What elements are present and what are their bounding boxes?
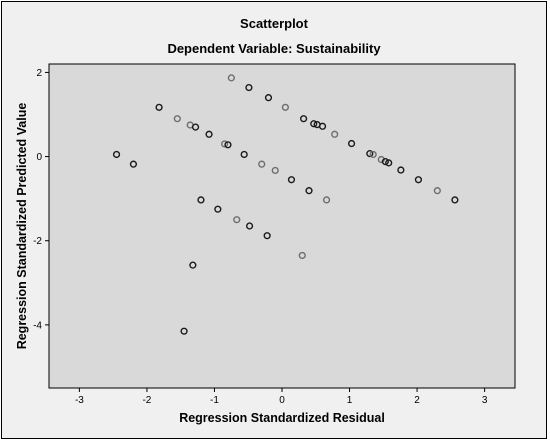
x-tick-label: 1	[347, 395, 353, 406]
y-tick-label: -2	[33, 236, 42, 247]
data-point	[155, 103, 163, 111]
data-point	[205, 130, 213, 138]
data-point	[197, 196, 205, 204]
x-tick-label: -2	[142, 395, 151, 406]
data-point	[310, 120, 318, 128]
chart-title: Scatterplot	[240, 16, 309, 31]
data-point	[322, 196, 331, 204]
data-point	[397, 166, 405, 174]
y-tick-label: 0	[36, 152, 42, 163]
data-point	[318, 122, 327, 130]
data-point	[433, 187, 441, 195]
data-point	[220, 140, 229, 148]
data-point	[300, 115, 308, 123]
data-point	[233, 216, 241, 224]
data-point	[381, 158, 389, 166]
data-point	[287, 176, 296, 184]
data-point	[180, 327, 188, 335]
data-point	[173, 115, 181, 123]
data-point	[240, 150, 248, 159]
x-tick-label: -1	[210, 395, 219, 406]
data-point	[227, 74, 235, 82]
data-point	[214, 205, 222, 213]
x-axis-title: Regression Standardized Residual	[179, 411, 385, 425]
data-point	[305, 187, 313, 195]
y-tick-label: 2	[36, 68, 42, 79]
data-point	[347, 139, 356, 148]
data-points	[112, 74, 459, 335]
chart-subtitle: Dependent Variable: Sustainability	[167, 41, 381, 56]
data-point	[271, 166, 279, 175]
y-axis-title: Regression Standardized Predicted Value	[15, 103, 29, 350]
y-axis: 2 0 -2 -4	[33, 68, 49, 331]
data-point	[189, 261, 197, 269]
data-point	[258, 160, 266, 168]
data-point	[245, 83, 253, 92]
data-point	[331, 130, 339, 138]
x-tick-label: 3	[482, 395, 488, 406]
data-point	[385, 159, 393, 167]
data-point	[451, 196, 459, 204]
x-tick-label: 0	[279, 395, 285, 406]
data-point	[264, 94, 273, 102]
data-point	[414, 176, 423, 184]
x-tick-label: -3	[75, 395, 84, 406]
data-point	[263, 232, 271, 240]
plot-area	[48, 63, 516, 389]
data-point	[369, 150, 377, 159]
x-axis: -3 -2 -1 0 1 2 3	[75, 388, 488, 406]
x-tick-label: 2	[414, 395, 420, 406]
y-tick-label: -4	[33, 320, 42, 331]
data-point	[129, 160, 138, 168]
data-point	[112, 150, 121, 159]
data-point	[245, 222, 254, 230]
data-point	[191, 123, 200, 131]
data-point	[366, 150, 374, 158]
data-point	[281, 103, 289, 111]
data-point	[224, 141, 232, 149]
data-point	[298, 251, 306, 260]
